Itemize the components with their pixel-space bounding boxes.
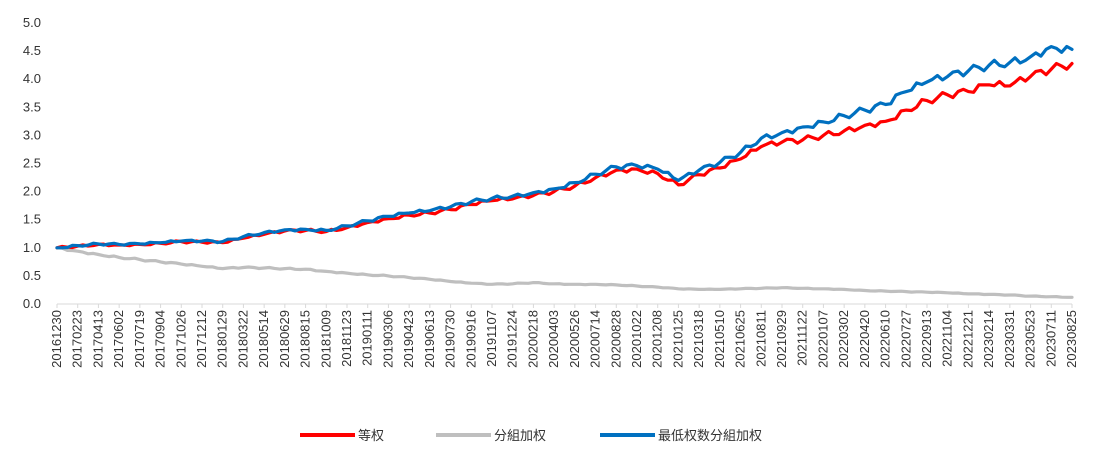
x-tick-labels: 20161230 20170223 20170413 20170602 20170719… [49, 304, 1079, 368]
x-tick-label: 20210811 [753, 310, 768, 367]
x-tick-label: 20200828 [608, 310, 623, 368]
x-tick-label: 20191224 [505, 310, 520, 368]
y-tick-label: 1.0 [23, 240, 41, 255]
y-tick-labels: 0.0 0.5 1.0 1.5 2.0 2.5 3.0 3.5 4.0 4.5 5.0 [23, 15, 41, 311]
x-tick-label: 20190916 [463, 310, 478, 368]
x-tick-label: 20220302 [836, 310, 851, 368]
series-line-0 [55, 61, 1074, 250]
x-tick-label: 20161230 [49, 310, 64, 368]
x-tick-label: 20210125 [670, 310, 685, 368]
series-line-1 [55, 246, 1074, 299]
x-tick-label: 20210510 [712, 310, 727, 368]
y-tick-label: 1.5 [23, 212, 41, 227]
y-tick-label: 2.0 [23, 184, 41, 199]
x-tick-label: 20170602 [111, 310, 126, 368]
x-tick-label: 20220420 [857, 310, 872, 368]
x-tick-label: 20171212 [194, 310, 209, 368]
x-tick-label: 20221104 [940, 310, 955, 367]
x-tick-label: 20190306 [380, 310, 395, 368]
x-tick-label: 20200403 [546, 310, 561, 368]
legend-label-2: 最低权数分組加权 [658, 428, 762, 444]
legend-label-1: 分組加权 [494, 428, 546, 444]
x-tick-label: 20211122 [795, 310, 810, 366]
y-tick-label: 0.5 [23, 268, 41, 283]
x-tick-label: 20230214 [981, 310, 996, 368]
x-tick-label: 20200714 [588, 310, 603, 368]
x-tick-label: 20190730 [443, 310, 458, 368]
y-tick-label: 2.5 [23, 156, 41, 171]
y-tick-label: 4.5 [23, 43, 41, 58]
x-tick-label: 20220107 [815, 310, 830, 368]
x-tick-label: 20220913 [919, 310, 934, 368]
x-tick-label: 20190423 [401, 310, 416, 368]
legend: 等权 分組加权 最低权数分組加权 [300, 428, 762, 444]
x-tick-label: 20180815 [298, 310, 313, 368]
x-tick-label: 20220727 [898, 310, 913, 368]
x-tick-label: 20230825 [1064, 310, 1079, 368]
x-tick-label: 20190111 [360, 310, 375, 366]
x-tick-label: 20200526 [567, 310, 582, 368]
y-tick-label: 5.0 [23, 15, 41, 30]
x-tick-label: 20181123 [339, 310, 354, 367]
x-tick-label: 20210929 [774, 310, 789, 368]
x-tick-label: 20190613 [422, 310, 437, 368]
x-tick-label: 20180629 [277, 310, 292, 368]
y-tick-label: 0.0 [23, 296, 41, 311]
series-lines [55, 44, 1074, 299]
x-tick-label: 20220610 [878, 310, 893, 368]
x-tick-label: 20230711 [1043, 310, 1058, 367]
x-tick-label: 20171026 [173, 310, 188, 368]
x-tick-label: 20170223 [70, 310, 85, 368]
y-tick-label: 3.0 [23, 127, 41, 142]
y-tick-label: 3.5 [23, 99, 41, 114]
x-tick-label: 20230523 [1023, 310, 1038, 368]
x-tick-label: 20180322 [235, 310, 250, 368]
series-line-2 [55, 44, 1074, 250]
x-tick-label: 20170719 [132, 310, 147, 368]
x-tick-label: 20200218 [525, 310, 540, 368]
legend-label-0: 等权 [358, 428, 384, 444]
x-tick-label: 20170904 [153, 310, 168, 368]
x-tick-label: 20210318 [691, 310, 706, 368]
x-tick-label: 20210625 [733, 310, 748, 368]
x-tick-label: 20201022 [629, 310, 644, 368]
x-tick-label: 20180514 [256, 310, 271, 368]
x-tick-label: 20191107 [484, 310, 499, 367]
x-tick-label: 20221221 [960, 310, 975, 368]
x-tick-label: 20230331 [1002, 310, 1017, 368]
y-tick-label: 4.0 [23, 71, 41, 86]
x-tick-label: 20181009 [318, 310, 333, 368]
x-tick-label: 20201208 [650, 310, 665, 368]
x-tick-label: 20180129 [215, 310, 230, 368]
x-tick-label: 20170413 [90, 310, 105, 368]
